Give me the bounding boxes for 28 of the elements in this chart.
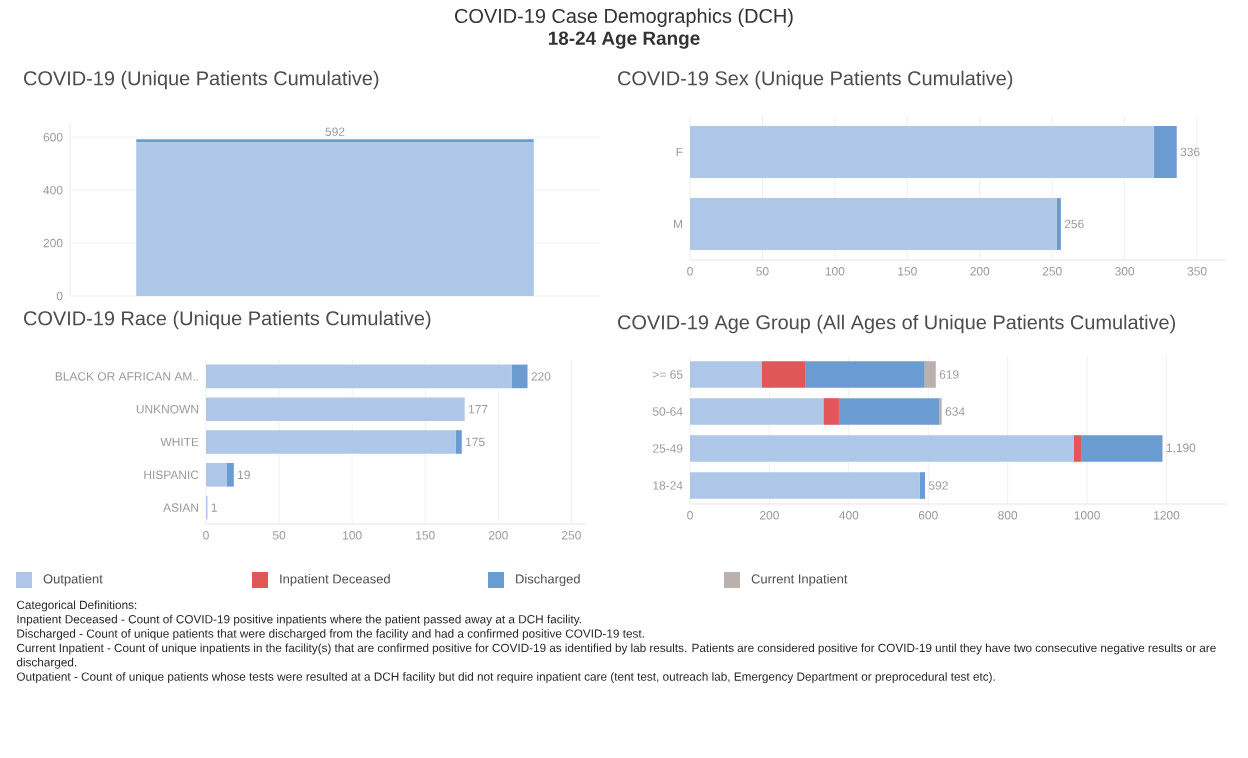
bar bbox=[511, 364, 528, 389]
bar bbox=[1073, 435, 1082, 462]
bar bbox=[690, 126, 1154, 178]
bar bbox=[838, 398, 940, 425]
bar bbox=[1081, 435, 1163, 462]
bar bbox=[690, 435, 1074, 462]
text: 18-24 Age Range bbox=[548, 31, 700, 49]
bar bbox=[690, 198, 1057, 250]
bar bbox=[823, 398, 839, 425]
chart-title: COVID-19 Sex (Unique Patients Cumulative) bbox=[618, 70, 1013, 90]
bar bbox=[206, 397, 465, 422]
bar bbox=[226, 462, 234, 487]
bar bbox=[690, 398, 824, 425]
chart-title: COVID-19 (Unique Patients Cumulative) bbox=[24, 70, 379, 90]
bar bbox=[919, 472, 926, 499]
bar bbox=[924, 361, 936, 388]
bar bbox=[455, 430, 462, 454]
text: COVID-19 Case Demographics (DCH) bbox=[455, 8, 793, 27]
bar bbox=[690, 472, 920, 499]
bar bbox=[206, 462, 227, 487]
bar bbox=[1153, 126, 1177, 178]
bar bbox=[761, 361, 806, 388]
bar bbox=[206, 430, 456, 454]
chart-title: COVID-19 Race (Unique Patients Cumulative) bbox=[24, 310, 431, 330]
bar bbox=[690, 361, 762, 388]
chart-title: COVID-19 Age Group (All Ages of Unique Patients Cumulative) bbox=[618, 314, 1175, 334]
bar bbox=[206, 364, 512, 389]
bar bbox=[805, 361, 925, 388]
